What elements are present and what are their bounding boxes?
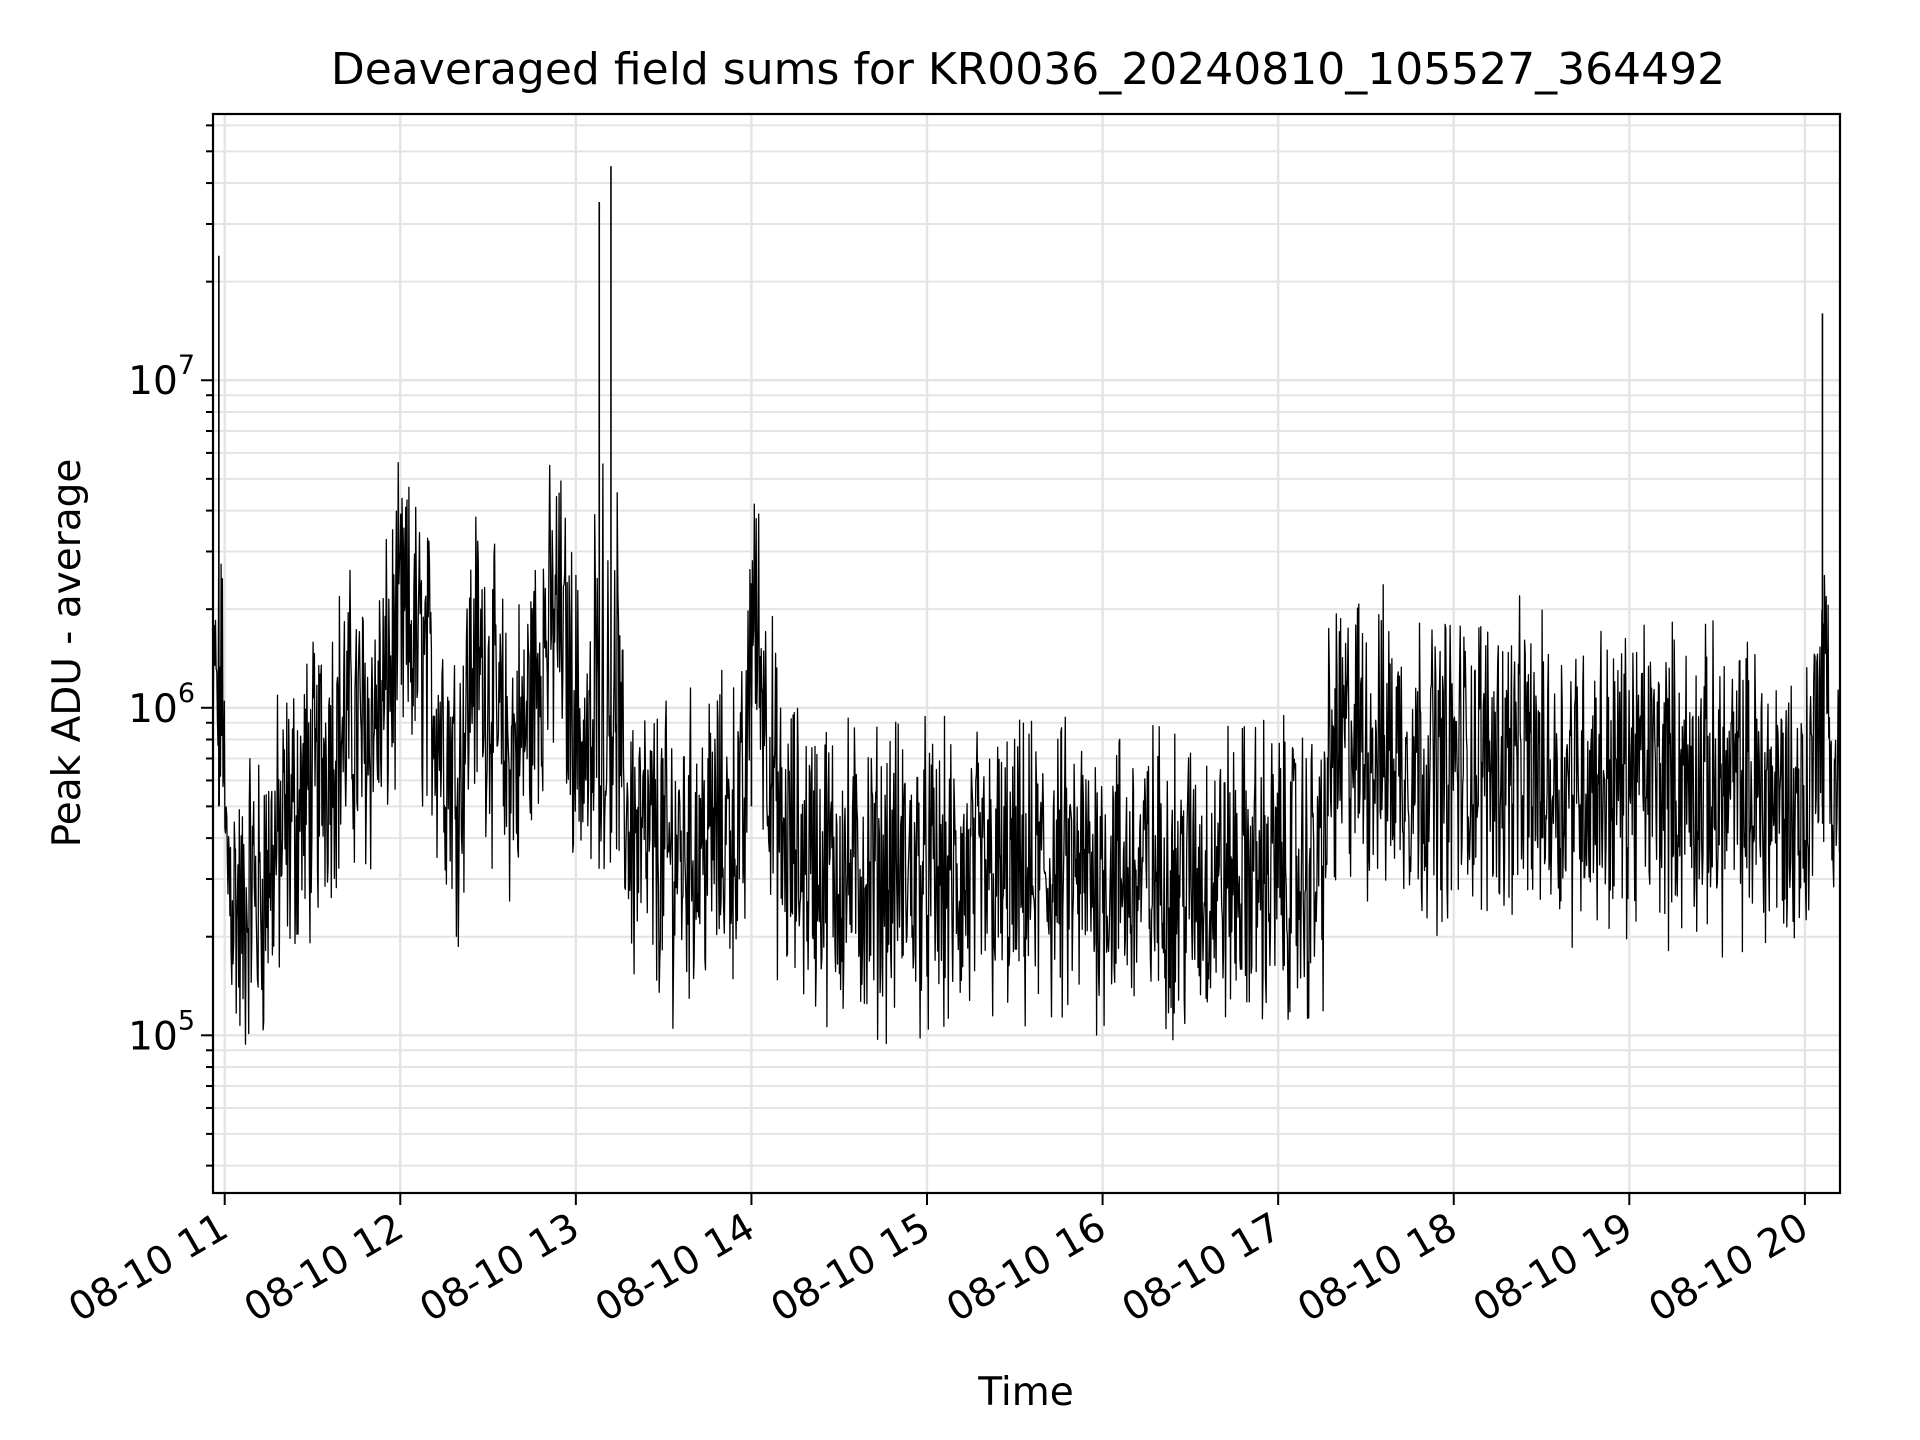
series-layer bbox=[212, 166, 1841, 1045]
chart-title: Deaveraged field sums for KR0036_2024081… bbox=[331, 44, 1725, 95]
x-axis-label: Time bbox=[977, 1370, 1073, 1415]
y-axis-label: Peak ADU - average bbox=[45, 459, 90, 848]
y-ticks: 105 106 107 bbox=[128, 124, 213, 1167]
y-tick-label: 107 bbox=[128, 350, 195, 404]
plot-frame bbox=[211, 112, 1842, 1195]
y-tick-label: 105 bbox=[128, 1005, 195, 1059]
y-tick-label: 106 bbox=[128, 678, 195, 732]
series-line bbox=[212, 462, 1841, 1045]
